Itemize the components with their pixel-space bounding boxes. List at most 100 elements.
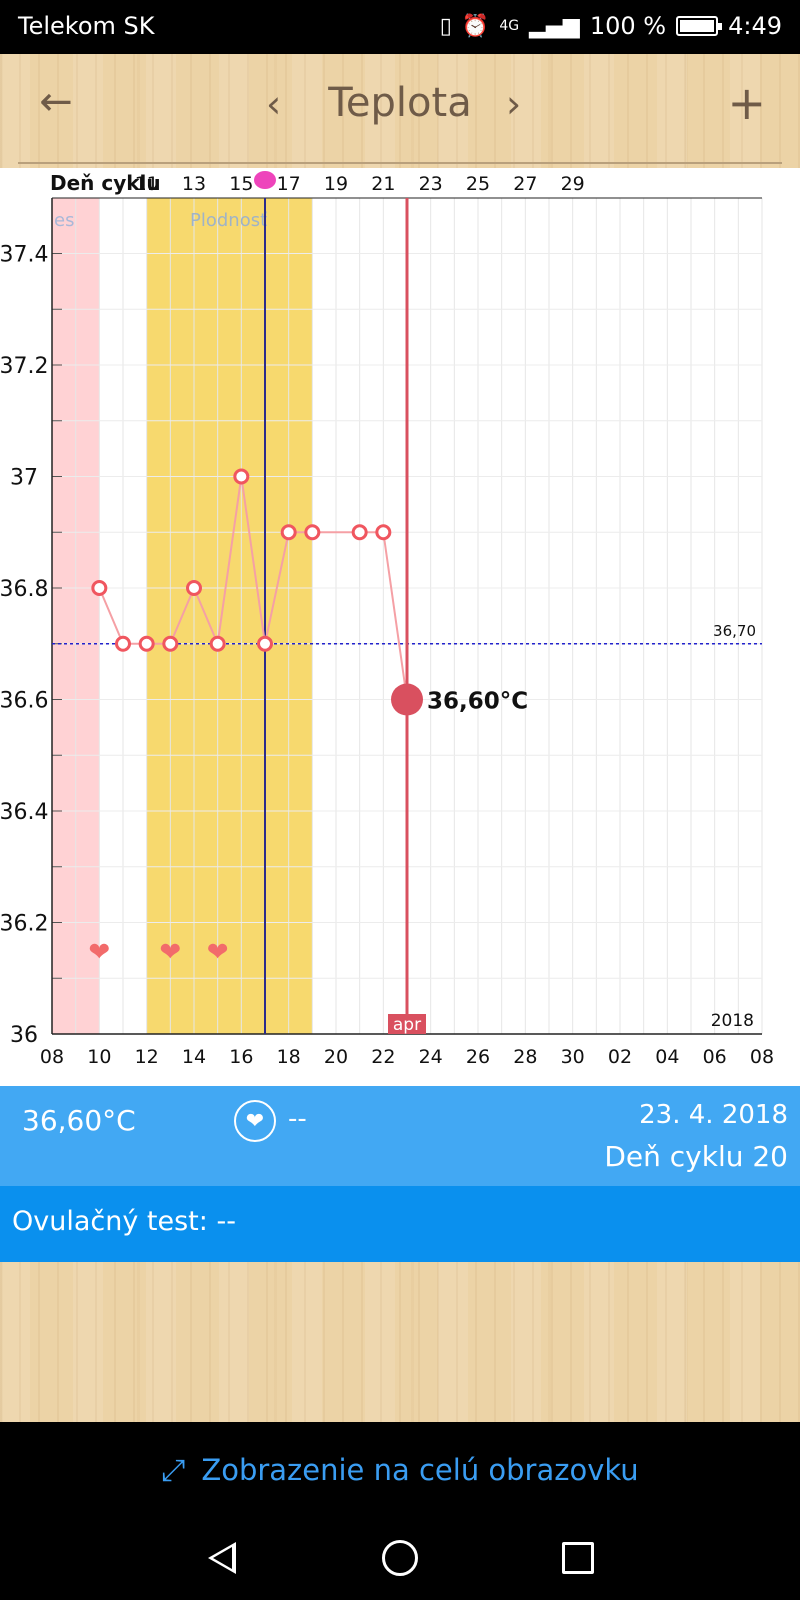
- y-tick-label: 36.4: [0, 800, 48, 825]
- square-recents-icon: [562, 1542, 594, 1574]
- cycle-day-tick-label: 19: [324, 173, 348, 195]
- temperature-point: [186, 580, 202, 596]
- cycle-day-tick-label: 23: [419, 173, 443, 195]
- y-tick-label: 37.2: [0, 354, 48, 379]
- date-tick-label: 28: [513, 1046, 537, 1068]
- previous-chart-button[interactable]: ‹: [266, 82, 281, 126]
- date-tick-label: 02: [608, 1046, 632, 1068]
- cycle-day-tick-label: 29: [561, 173, 585, 195]
- temperature-point: [257, 635, 273, 652]
- temperature-point: [375, 524, 392, 541]
- battery-icon: [676, 16, 723, 36]
- date-tick-label: 16: [229, 1046, 253, 1068]
- intercourse-heart-icon: ❤: [207, 937, 229, 967]
- month-label-bg: [388, 1014, 426, 1034]
- signal-icon: ▂▄▆: [529, 13, 580, 39]
- fertile-label: Plodnosť: [190, 210, 267, 231]
- cycle-day-tick-label: 11: [135, 173, 159, 195]
- ovulation-test-label: Ovulačný test:: [12, 1206, 208, 1237]
- chevron-right-icon: ›: [506, 82, 522, 126]
- wood-background: [0, 1262, 800, 1422]
- circle-home-icon: [382, 1540, 418, 1576]
- y-tick-label: 36.2: [0, 912, 48, 937]
- temperature-chart[interactable]: es Plodnosť Deň cyklu 11 13 15 17 19 21 23 25 27 29 3…: [0, 168, 800, 1086]
- ovulation-marker: [254, 171, 276, 189]
- system-home-button[interactable]: [370, 1532, 430, 1584]
- selected-temperature-label: 36,60°C: [427, 689, 528, 715]
- date-tick-label: 12: [135, 1046, 159, 1068]
- y-tick-label: 36: [10, 1023, 38, 1048]
- carrier-name: Telekom SK: [18, 12, 155, 40]
- intercourse-heart-icon: ❤: [88, 937, 110, 967]
- day-info-panel: 36,60°C ❤ -- 23. 4. 2018 Deň cyklu 20: [0, 1086, 800, 1186]
- clock: 4:49: [728, 12, 782, 40]
- fertile-band: [146, 198, 313, 1034]
- selected-cycle-day: Deň cyklu 20: [604, 1140, 788, 1173]
- y-tick-label: 37: [10, 466, 38, 491]
- cycle-day-tick-label: 25: [466, 173, 490, 195]
- back-button[interactable]: ←: [34, 80, 78, 124]
- fullscreen-label: Zobrazenie na celú obrazovku: [201, 1453, 639, 1487]
- temperature-point: [162, 635, 179, 652]
- date-tick-label: 04: [655, 1046, 679, 1068]
- y-tick-label: 36.8: [0, 577, 48, 602]
- period-label: es: [54, 210, 74, 231]
- ovulation-test-row: Ovulačný test: --: [12, 1206, 236, 1237]
- intercourse-heart-icon: ❤: [159, 937, 181, 967]
- network-type: 4G: [499, 18, 520, 34]
- date-tick-label: 26: [466, 1046, 490, 1068]
- header-divider: [18, 162, 782, 164]
- month-label: apr: [393, 1015, 421, 1035]
- temperature-point: [351, 524, 368, 541]
- intercourse-value: --: [288, 1104, 307, 1134]
- system-back-button[interactable]: [192, 1532, 252, 1584]
- cycle-day-tick-label: 13: [182, 173, 206, 195]
- date-tick-label: 20: [324, 1046, 348, 1068]
- coverline-label: 36,70: [713, 622, 756, 640]
- y-tick-label: 37.4: [0, 243, 48, 268]
- triangle-back-icon: [208, 1542, 236, 1574]
- ovulation-test-panel[interactable]: Ovulačný test: --: [0, 1186, 800, 1262]
- date-tick-label: 08: [40, 1046, 64, 1068]
- intercourse-toggle[interactable]: ❤: [234, 1100, 276, 1142]
- cycle-day-tick-label: 15: [229, 173, 253, 195]
- vibrate-icon: ▯: [439, 13, 452, 39]
- add-button[interactable]: +: [727, 76, 766, 130]
- arrow-left-icon: ←: [39, 79, 73, 125]
- date-tick-label: 10: [87, 1046, 111, 1068]
- fullscreen-button[interactable]: ⤢ Zobrazenie na celú obrazovku: [0, 1422, 800, 1518]
- alarm-icon: ⏰: [461, 13, 490, 39]
- date-tick-label: 06: [703, 1046, 727, 1068]
- temperature-point: [280, 524, 297, 541]
- cycle-day-tick-label: 21: [371, 173, 395, 195]
- temperature-point: [304, 524, 321, 541]
- fullscreen-icon: ⤢: [161, 1452, 186, 1488]
- selected-temperature: 36,60°C: [22, 1104, 136, 1137]
- heart-icon: ❤: [245, 1108, 265, 1134]
- date-tick-label: 30: [561, 1046, 585, 1068]
- date-tick-label: 18: [277, 1046, 301, 1068]
- next-chart-button[interactable]: ›: [506, 82, 521, 126]
- status-bar: Telekom SK ▯ ⏰ 4G ▂▄▆ 100 % 4:49: [0, 0, 800, 54]
- temperature-point: [115, 635, 131, 652]
- date-tick-label: 22: [371, 1046, 395, 1068]
- system-recents-button[interactable]: [548, 1532, 608, 1584]
- battery-percent: 100 %: [589, 12, 667, 40]
- date-tick-label: 08: [750, 1046, 774, 1068]
- chevron-left-icon: ‹: [266, 82, 282, 126]
- cycle-axis-label: Deň cyklu: [50, 171, 161, 195]
- ovulation-test-value: --: [216, 1206, 236, 1237]
- selected-date: 23. 4. 2018: [639, 1100, 788, 1130]
- temperature-point: [91, 580, 108, 596]
- temperature-point: [138, 635, 155, 652]
- system-navigation-bar: [0, 1518, 800, 1600]
- cycle-day-tick-label: 17: [277, 173, 301, 195]
- selected-temperature-point: [391, 683, 423, 716]
- app-bar: ← Teplota ‹ › +: [0, 54, 800, 168]
- status-icons: ▯ ⏰ 4G ▂▄▆ 100 % 4:49: [440, 12, 782, 40]
- page-title: Teplota: [328, 80, 472, 126]
- date-tick-label: 14: [182, 1046, 206, 1068]
- temperature-point: [233, 468, 250, 485]
- y-tick-label: 36.6: [0, 689, 48, 714]
